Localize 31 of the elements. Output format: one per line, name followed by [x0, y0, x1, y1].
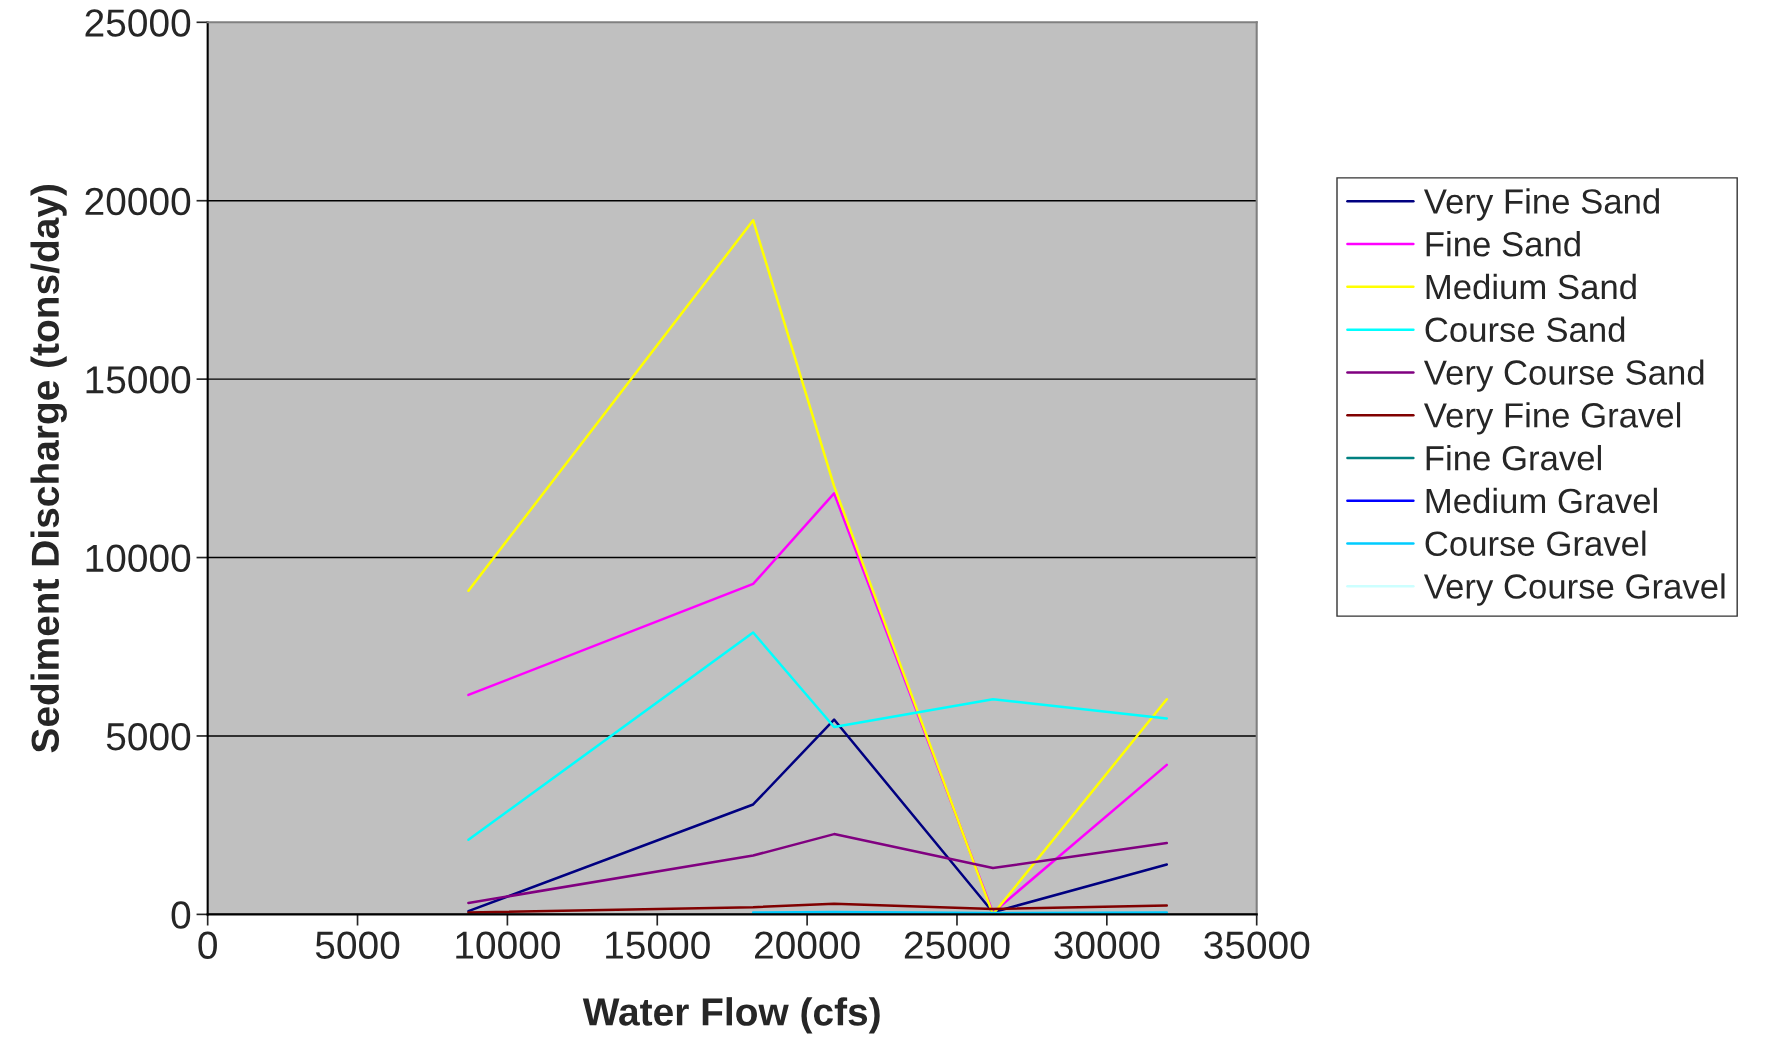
x-tick-label: 0: [198, 931, 217, 959]
y-tick-label: 5000: [106, 722, 191, 751]
y-axis-title: Sediment Discharge (tons/day): [30, 185, 67, 753]
line-series: [467, 718, 1169, 914]
y-tick-label: 10000: [86, 544, 191, 573]
legend-label: Very Course Gravel: [1423, 573, 1725, 606]
line-series: [467, 219, 1169, 915]
y-tick-label: 15000: [86, 366, 191, 394]
y-tick-label: 20000: [85, 187, 191, 216]
legend-label: Fine Gravel: [1426, 444, 1601, 471]
x-tick-label: 35000: [1204, 931, 1310, 959]
x-tick-label: 20000: [755, 931, 860, 959]
legend-label: Course Gravel: [1425, 530, 1646, 557]
x-tick-label: 10000: [456, 931, 560, 959]
legend-label: Fine Sand: [1426, 231, 1580, 257]
x-tick-label: 5000: [315, 931, 400, 959]
x-tick-label: 15000: [606, 931, 710, 959]
line-series: [467, 832, 1169, 905]
line-series: [467, 631, 1169, 842]
x-axis-title: Water Flow (cfs): [582, 997, 880, 1034]
legend-label: Very Fine Gravel: [1423, 402, 1681, 435]
legend-label: Medium Sand: [1426, 273, 1636, 300]
x-tick-label: 30000: [1054, 931, 1160, 959]
legend-label: Course Sand: [1425, 316, 1625, 343]
y-tick-label: 25000: [85, 9, 191, 37]
legend-label: Very Fine Sand: [1423, 188, 1659, 221]
legend-label: Very Course Sand: [1423, 359, 1704, 392]
legend-label: Medium Gravel: [1426, 487, 1657, 514]
x-tick-label: 25000: [904, 931, 1010, 959]
y-tick-label: 0: [171, 901, 191, 929]
line-series: [467, 902, 1169, 914]
